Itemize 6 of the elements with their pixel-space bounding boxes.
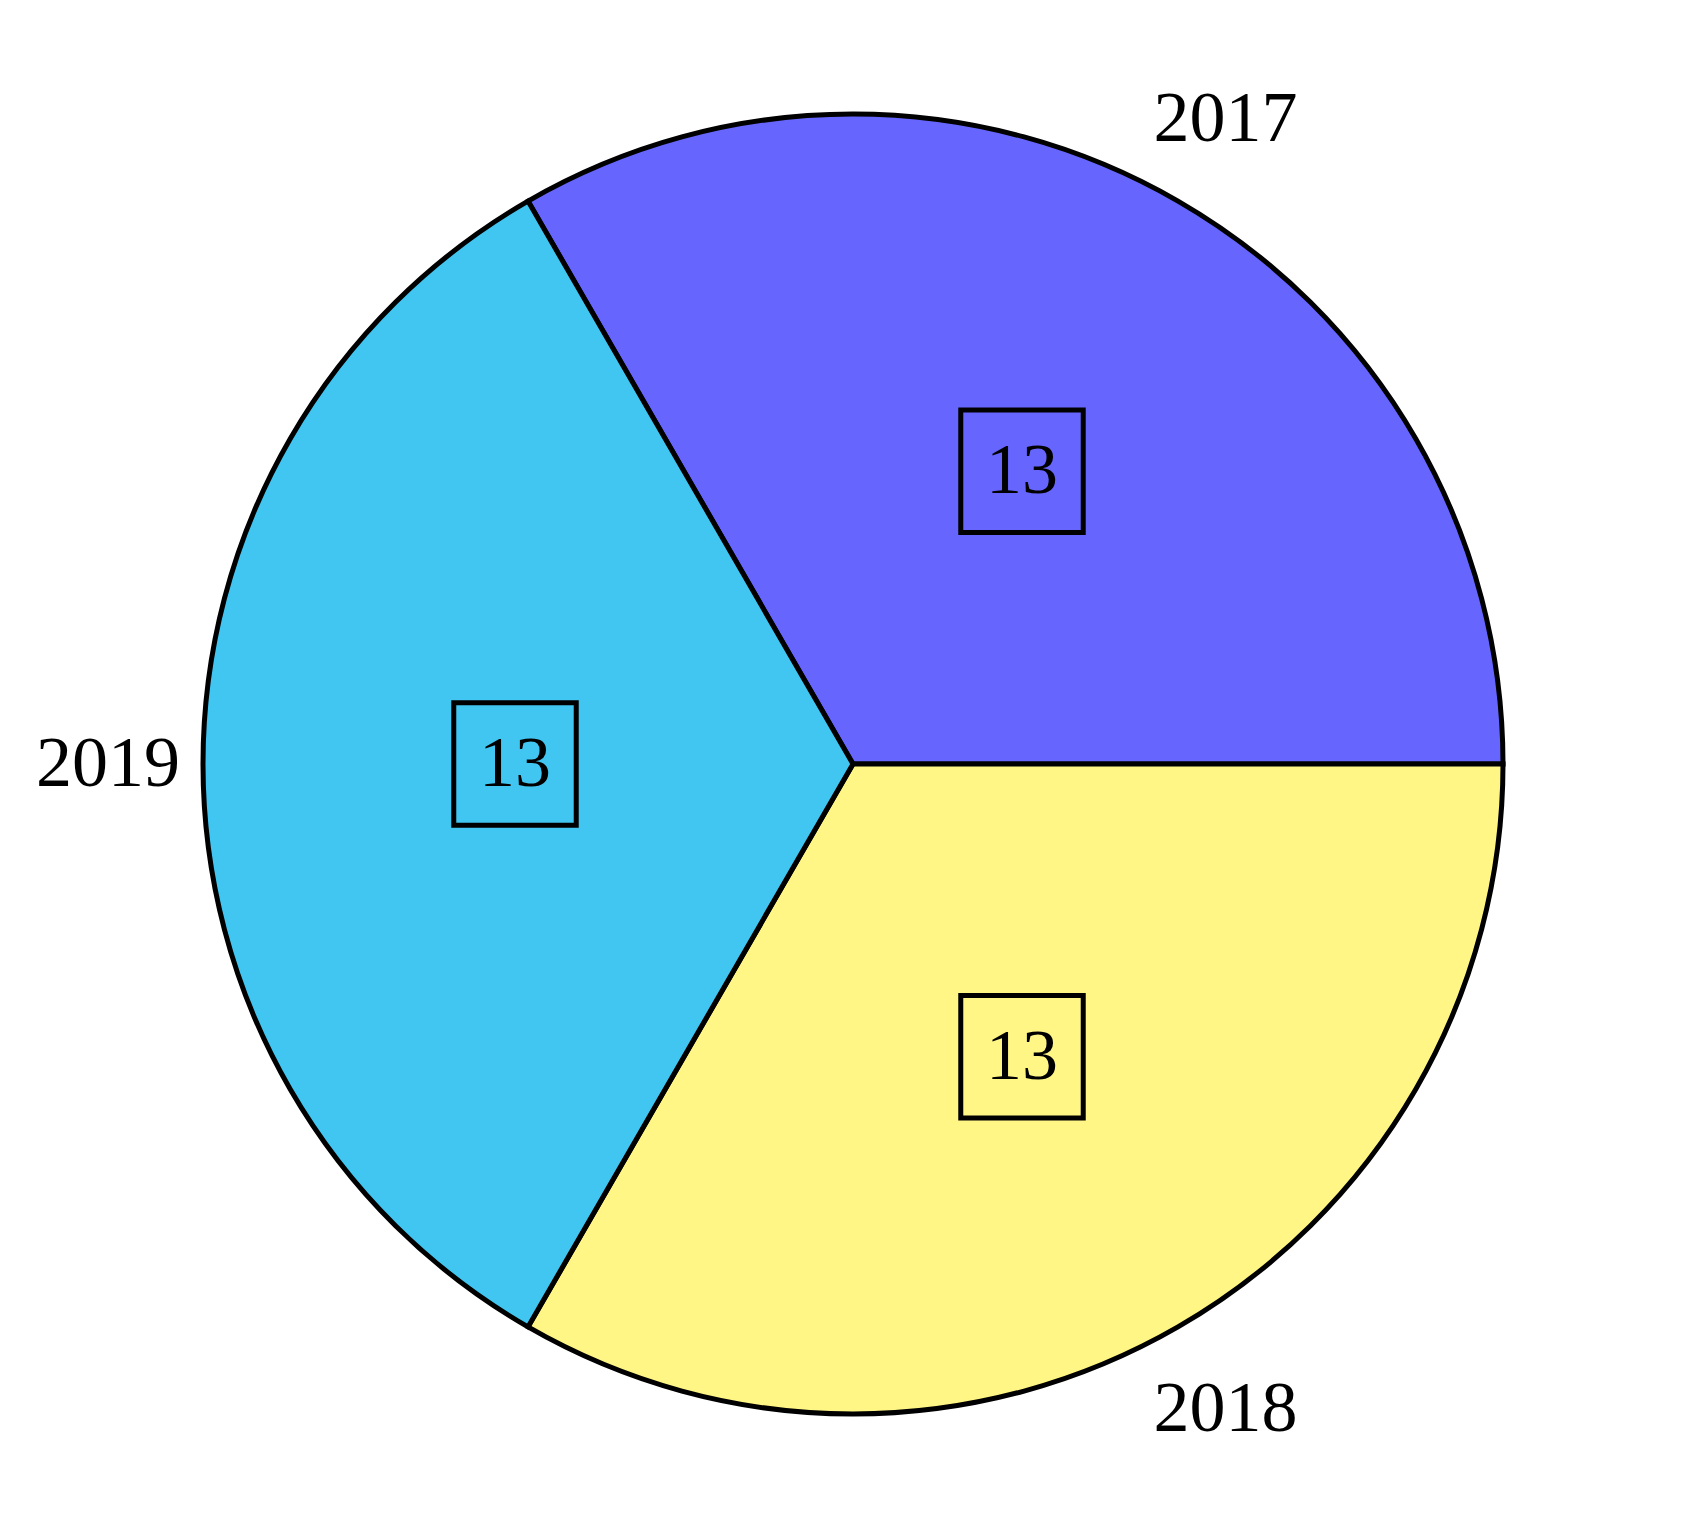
slice-label: 2018 (1153, 1367, 1298, 1448)
slice-label: 2019 (36, 722, 180, 802)
slice-label: 2017 (1153, 76, 1298, 157)
data-label: 13 (986, 429, 1058, 510)
data-label: 13 (986, 1014, 1058, 1095)
data-label: 13 (479, 722, 551, 802)
